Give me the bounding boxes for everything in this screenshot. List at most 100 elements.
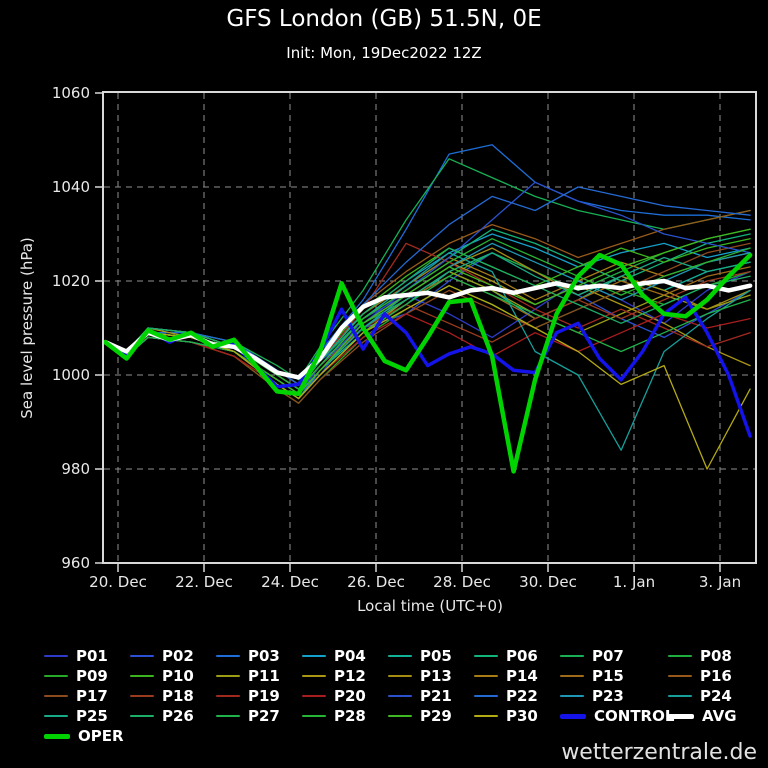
legend-item-p28: P28 xyxy=(302,707,388,725)
legend-swatch-p03 xyxy=(216,655,240,657)
legend-item-p09: P09 xyxy=(44,667,130,685)
x-tick-label: 24. Dec xyxy=(261,573,319,591)
legend-item-p24: P24 xyxy=(668,687,737,705)
series-p20 xyxy=(104,313,751,400)
legend-label: P07 xyxy=(592,647,624,665)
legend-item-p08: P08 xyxy=(668,647,737,665)
x-tick-label: 22. Dec xyxy=(175,573,233,591)
legend-item-p13: P13 xyxy=(388,667,474,685)
series-p27 xyxy=(104,275,751,400)
legend-swatch-p24 xyxy=(668,695,692,697)
y-tick-label: 1060 xyxy=(52,84,90,102)
plot-frame xyxy=(102,91,757,564)
legend-item-p02: P02 xyxy=(130,647,216,665)
legend-swatch-p09 xyxy=(44,675,68,677)
legend-swatch-p20 xyxy=(302,695,326,697)
legend-swatch-p06 xyxy=(474,655,498,657)
series-p08 xyxy=(104,228,751,395)
legend-swatch-p23 xyxy=(560,695,584,697)
axis-ticks: 20. Dec 22. Dec 24. Dec 26. Dec 28. Dec 30. D… xyxy=(52,84,741,591)
legend-label: P30 xyxy=(506,707,538,725)
legend-item-avg: AVG xyxy=(668,707,737,725)
legend-swatch-p29 xyxy=(388,715,412,717)
legend-swatch-p10 xyxy=(130,675,154,677)
y-tick-label: 1040 xyxy=(52,178,90,196)
legend-item-oper: OPER xyxy=(44,727,130,745)
legend-swatch-p13 xyxy=(388,675,412,677)
legend-swatch-control xyxy=(560,713,586,719)
legend-swatch-p02 xyxy=(130,655,154,657)
legend-swatch-p25 xyxy=(44,715,68,717)
legend-item-p03: P03 xyxy=(216,647,302,665)
x-tick-label: 30. Dec xyxy=(519,573,577,591)
legend-swatch-oper xyxy=(44,733,70,739)
legend-item-p29: P29 xyxy=(388,707,474,725)
legend-label: P27 xyxy=(248,707,280,725)
legend-label: P24 xyxy=(700,687,732,705)
legend-label: P01 xyxy=(76,647,108,665)
legend-item-p21: P21 xyxy=(388,687,474,705)
legend-item-p30: P30 xyxy=(474,707,560,725)
legend-item-p16: P16 xyxy=(668,667,737,685)
legend-label: P06 xyxy=(506,647,538,665)
legend-swatch-p01 xyxy=(44,655,68,657)
legend-item-p12: P12 xyxy=(302,667,388,685)
legend-label: P18 xyxy=(162,687,194,705)
x-tick-label: 28. Dec xyxy=(433,573,491,591)
legend-swatch-p28 xyxy=(302,715,326,717)
legend-item-p27: P27 xyxy=(216,707,302,725)
x-tick-label: 20. Dec xyxy=(89,573,147,591)
x-tick-label: 26. Dec xyxy=(347,573,405,591)
legend-label: P28 xyxy=(334,707,366,725)
legend-label: P14 xyxy=(506,667,538,685)
legend-label: AVG xyxy=(702,707,737,725)
legend-label: P29 xyxy=(420,707,452,725)
legend-item-p14: P14 xyxy=(474,667,560,685)
chart-title: GFS London (GB) 51.5N, 0E xyxy=(226,6,542,32)
legend-swatch-p22 xyxy=(474,695,498,697)
legend-label: P21 xyxy=(420,687,452,705)
legend-swatch-p15 xyxy=(560,675,584,677)
legend-swatch-p30 xyxy=(474,715,498,717)
chart-subtitle: Init: Mon, 19Dec2022 12Z xyxy=(286,44,482,62)
legend-item-p18: P18 xyxy=(130,687,216,705)
legend-item-p26: P26 xyxy=(130,707,216,725)
series-oper xyxy=(102,252,753,474)
legend-item-p15: P15 xyxy=(560,667,668,685)
legend-item-p11: P11 xyxy=(216,667,302,685)
legend-swatch-p12 xyxy=(302,675,326,677)
legend-item-p19: P19 xyxy=(216,687,302,705)
legend-swatch-p27 xyxy=(216,715,240,717)
legend-swatch-p26 xyxy=(130,715,154,717)
legend-label: P04 xyxy=(334,647,366,665)
y-tick-label: 960 xyxy=(61,554,90,572)
y-tick-label: 980 xyxy=(61,460,90,478)
legend-swatch-p18 xyxy=(130,695,154,697)
legend-swatch-p07 xyxy=(560,655,584,657)
legend-label: P09 xyxy=(76,667,108,685)
legend-label: P02 xyxy=(162,647,194,665)
legend-swatch-avg xyxy=(668,713,694,719)
legend-swatch-p04 xyxy=(302,655,326,657)
x-axis-label: Local time (UTC+0) xyxy=(357,597,503,615)
legend-item-p07: P07 xyxy=(560,647,668,665)
legend-item-p06: P06 xyxy=(474,647,560,665)
legend-label: P17 xyxy=(76,687,108,705)
y-axis-label: Sea level pressure (hPa) xyxy=(18,237,36,419)
x-tick-label: 1. Jan xyxy=(613,573,655,591)
main-lines xyxy=(102,252,753,474)
legend-label: P25 xyxy=(76,707,108,725)
series-p29 xyxy=(104,228,751,395)
legend-label: P23 xyxy=(592,687,624,705)
legend-label: P05 xyxy=(420,647,452,665)
legend-swatch-p05 xyxy=(388,655,412,657)
legend-swatch-p16 xyxy=(668,675,692,677)
legend-item-p17: P17 xyxy=(44,687,130,705)
legend-swatch-p19 xyxy=(216,695,240,697)
legend-item-p05: P05 xyxy=(388,647,474,665)
legend-label: CONTROL xyxy=(594,707,675,725)
legend-item-p01: P01 xyxy=(44,647,130,665)
legend-label: P11 xyxy=(248,667,280,685)
legend-swatch-p11 xyxy=(216,675,240,677)
